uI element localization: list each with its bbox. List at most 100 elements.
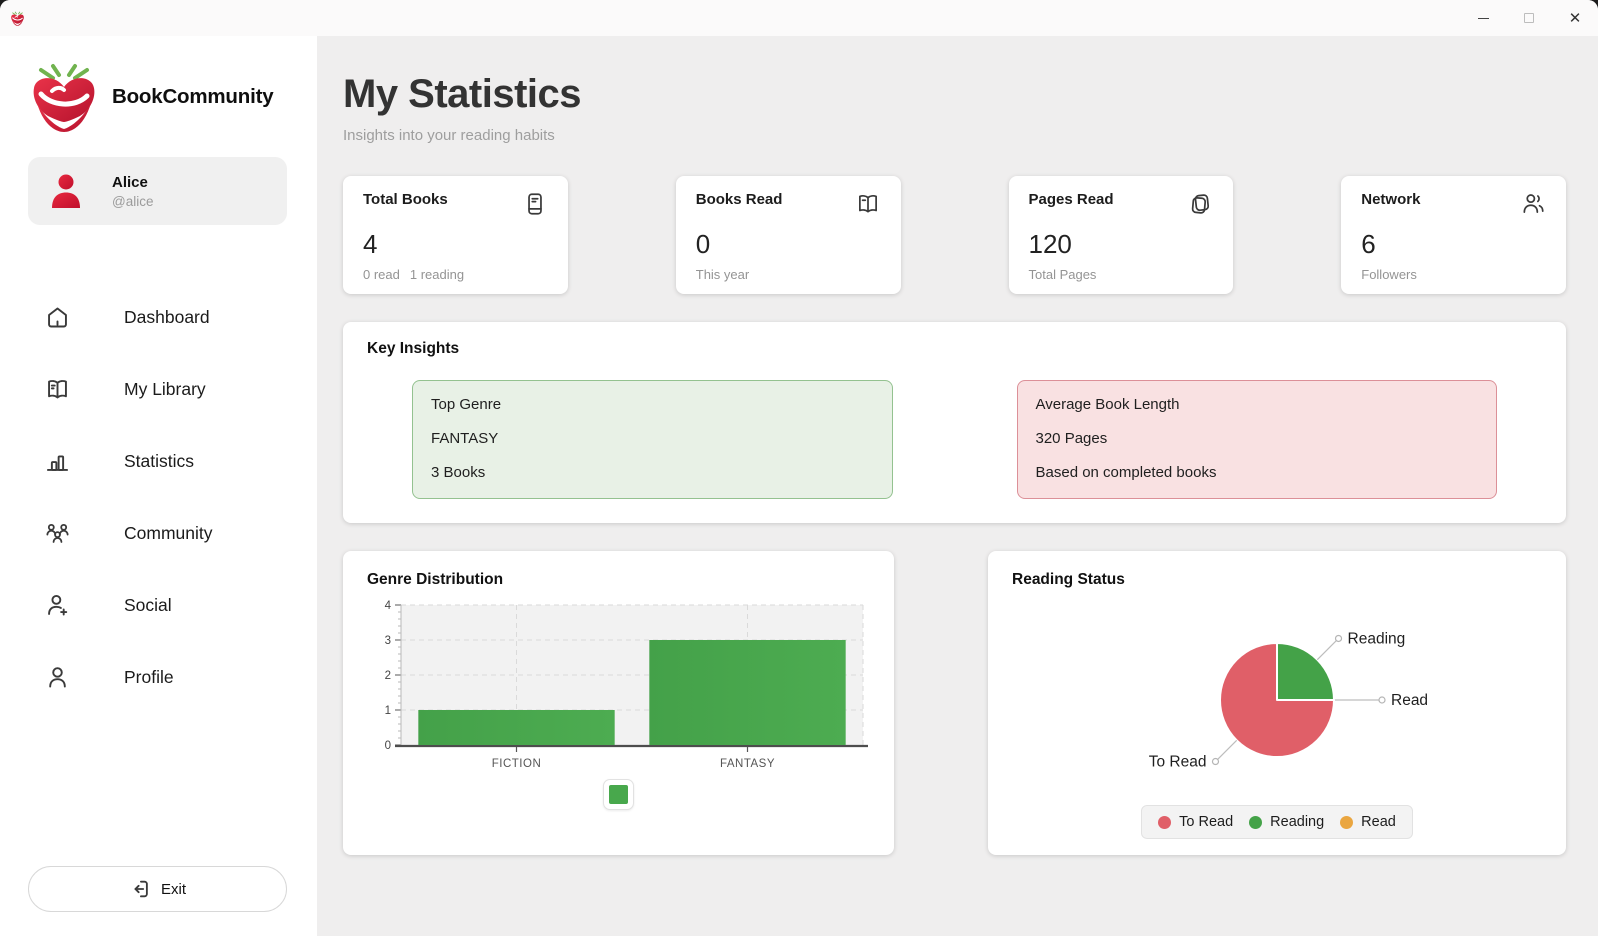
close-button[interactable]: ✕ [1552,0,1598,36]
brand: BookCommunity [28,60,287,134]
sidebar-item-label: Dashboard [124,306,210,327]
open-book-icon [48,379,67,398]
stat-title: Total Books [363,191,448,208]
svg-text:0: 0 [385,740,391,752]
legend-item-reading[interactable]: Reading [1249,814,1324,830]
people-group-icon [46,523,69,543]
pages-icon [1192,194,1210,214]
insight-line: Average Book Length [1035,396,1180,413]
sidebar-item-statistics[interactable]: Statistics [44,439,287,483]
genre-chart-title: Genre Distribution [367,571,504,588]
svg-text:4: 4 [385,600,392,612]
window-controls: ✕ [1460,0,1598,36]
pie-callout-label-read: Read [1391,692,1428,709]
minimize-button[interactable] [1460,0,1506,36]
home-icon [48,307,67,327]
exit-button[interactable]: Exit [28,866,287,912]
app-logo [33,64,95,132]
stat-value: 120 [1028,229,1072,259]
insight-line: Based on completed books [1035,464,1217,481]
stat-subtext: 0 read 1 reading [363,267,548,282]
user-name: Alice [112,173,148,191]
stat-value: 6 [1361,229,1376,259]
brand-name: BookCommunity [112,85,274,108]
genre-distribution-card: Genre Distribution 0 1 2 3 4 FICTION FANTASY [343,551,894,855]
page-subtitle: Insights into your reading habits [343,127,555,144]
people-icon [1523,194,1544,213]
open-book-icon [858,194,877,213]
bar-chart-icon [46,454,69,471]
app-titlebar-icon [10,10,26,26]
minimize-icon [1477,17,1489,19]
reading-status-pie-chart: Reading Read To Read [1149,630,1428,771]
svg-text:1: 1 [385,705,391,717]
main-content: My Statistics Insights into your reading… [317,36,1598,936]
stat-title: Pages Read [1028,191,1114,208]
pie-slice-reading[interactable] [1276,642,1335,701]
sidebar-item-label: My Library [124,378,206,399]
key-insights-panel: Key Insights Top Genre FANTASY 3 Books A… [343,322,1566,523]
bar-category-label: FANTASY [720,758,775,770]
insight-line: Top Genre [431,396,502,413]
close-icon: ✕ [1568,9,1582,27]
legend-dot-read [1340,815,1354,829]
journal-book-icon [527,193,542,215]
insight-line: FANTASY [431,430,499,447]
stat-subtext: This year [695,267,750,282]
stat-title: Network [1361,191,1421,208]
stat-card-pages-read: Pages Read 120 Total Pages [1008,176,1234,294]
sidebar-item-label: Social [124,594,172,615]
bar-category-label: FICTION [492,758,542,770]
key-insights-title: Key Insights [367,340,460,357]
stat-title: Books Read [695,191,783,208]
sidebar-item-dashboard[interactable]: Dashboard [44,295,287,339]
sidebar: BookCommunity Alice @alice [0,36,317,936]
reading-status-title: Reading Status [1012,571,1125,588]
pie-callout-label-to-read: To Read [1149,754,1207,771]
stat-sub-read: 0 read [363,267,400,282]
stats-row: Total Books 4 0 read 1 reading Book [343,176,1566,294]
titlebar: ✕ [0,0,1598,36]
genre-legend-swatch [609,785,628,804]
legend-dot-reading [1249,815,1263,829]
sidebar-item-label: Profile [124,666,174,687]
insight-top-genre: Top Genre FANTASY 3 Books [412,380,893,499]
avatar [52,174,80,208]
user-card[interactable]: Alice @alice [28,157,287,225]
bar-fiction[interactable] [418,710,615,745]
genre-bar-chart: 0 1 2 3 4 FICTION FANTASY [385,600,868,770]
insight-line: 3 Books [431,464,486,481]
legend-item-to-read[interactable]: To Read [1158,814,1233,830]
stat-card-total-books: Total Books 4 0 read 1 reading [343,176,568,294]
person-icon [49,666,66,687]
user-handle: @alice [112,193,154,209]
stat-value: 4 [363,229,378,259]
legend-label: Reading [1270,814,1325,830]
sidebar-item-community[interactable]: Community [44,511,287,555]
pie-slice-to-read[interactable] [1219,642,1335,758]
sidebar-item-social[interactable]: Social [44,583,287,627]
legend-label: Read [1361,814,1396,830]
insight-line: 320 Pages [1035,430,1108,447]
svg-text:3: 3 [385,635,391,647]
person-add-icon [48,594,68,615]
bar-fantasy[interactable] [649,640,846,745]
stat-card-network: Network 6 Followers [1341,176,1566,294]
sidebar-item-label: Statistics [124,450,195,471]
sidebar-item-my-library[interactable]: My Library [44,367,287,411]
charts-row: Genre Distribution 0 1 2 3 4 FICTION FANTASY R… [343,551,1566,855]
maximize-icon [1524,13,1534,23]
reading-status-card: Reading Status Reading Read To Read To Rea… [988,551,1566,855]
sidebar-item-profile[interactable]: Profile [44,655,287,699]
maximize-button[interactable] [1506,0,1552,36]
reading-status-legend: To Read Reading Read [1141,805,1413,839]
legend-item-read[interactable]: Read [1340,814,1396,830]
legend-dot-to-read [1158,815,1172,829]
stat-card-books-read: Books Read 0 This year [675,176,901,294]
pie-callout-label-reading: Reading [1348,630,1406,647]
sidebar-nav: Dashboard My Library Statistics [28,295,287,727]
genre-legend-chip[interactable] [603,779,634,810]
legend-label: To Read [1179,814,1234,830]
stat-value: 0 [695,229,711,259]
